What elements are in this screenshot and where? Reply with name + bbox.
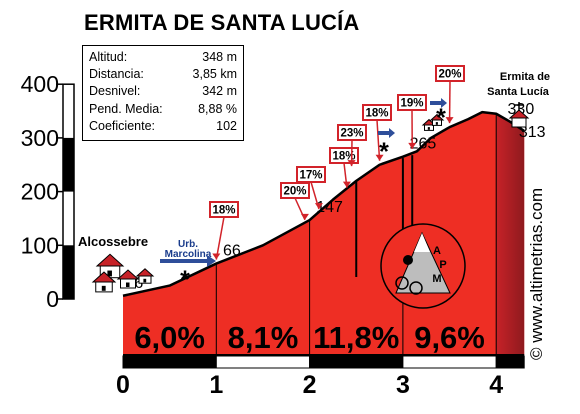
y-tick-label: 0 (46, 286, 59, 312)
house-icon (429, 113, 445, 126)
watermark-text: © www.altimetrias.com (527, 188, 546, 360)
flag-label: 20% (283, 186, 306, 198)
km-bar-band (402, 355, 497, 369)
apm-logo: APM (380, 223, 466, 309)
place-label-summit: Ermita de (500, 71, 550, 83)
house-roof (135, 268, 155, 277)
flag-arrowhead (408, 142, 417, 149)
house-icon (95, 253, 125, 279)
flag-label: 18% (365, 108, 388, 120)
gradient-flag: 17% (296, 166, 326, 210)
hermitage-icon (508, 102, 530, 128)
flag-arrowhead (347, 160, 356, 167)
altitude-label: 265 (410, 136, 437, 153)
logo-bike-wheel (409, 281, 423, 295)
y-scale-band (63, 245, 74, 299)
info-row: Distancia: 3,85 km (89, 67, 237, 82)
x-tick-label: 0 (116, 371, 130, 399)
flag-label: 18% (212, 205, 235, 217)
y-tick-label: 100 (21, 232, 59, 258)
segment-gradient-label: 8,1% (228, 320, 299, 355)
direction-arrow (378, 131, 389, 135)
flag-label: 18% (332, 151, 355, 163)
km-bar-band (495, 355, 525, 369)
house-roof (95, 253, 125, 267)
logo-bike-wheel (395, 276, 409, 290)
house-window (435, 122, 438, 125)
x-tick-label: 2 (303, 371, 317, 399)
km-bar-band (215, 355, 311, 369)
gradient-flag: 20% (280, 182, 310, 221)
house-window (126, 282, 130, 287)
flag-label: 23% (340, 128, 363, 140)
flag-arrowhead (212, 253, 221, 260)
info-row: Pend. Media: 8,88 % (89, 101, 237, 116)
flag-arrowhead (342, 181, 351, 188)
x-tick-label: 1 (209, 371, 223, 399)
altitude-label: 66 (223, 243, 241, 260)
house-window (107, 270, 112, 277)
house-window (143, 278, 147, 283)
place-label-urb: Marcolina (165, 249, 212, 260)
altitude-label: 147 (316, 199, 343, 216)
x-tick-label: 3 (396, 371, 410, 399)
place-label-summit: Santa Lucía (487, 86, 550, 98)
direction-arrow (160, 259, 208, 263)
km-bar-band (122, 355, 217, 369)
segment-gradient-label: 6,0% (134, 320, 205, 355)
direction-arrowhead (389, 128, 395, 138)
flag-arrowhead (375, 154, 384, 161)
altitude-label: 330 (508, 101, 535, 118)
info-row: Coeficiente: 102 (89, 118, 237, 133)
flag-label: 17% (299, 170, 322, 182)
page-title: ERMITA DE SANTA LUCÍA (84, 10, 360, 35)
gradient-flag: 19% (397, 94, 427, 149)
profile-summit-area (496, 113, 525, 355)
gradient-flag: 23% (337, 124, 367, 167)
flag-label: 19% (400, 98, 423, 110)
logo-rider (403, 255, 413, 265)
segment-gradient-label: 9,6% (414, 320, 485, 355)
flag-arrowhead (314, 203, 323, 210)
flag-arrowhead (300, 213, 309, 220)
house-window (427, 127, 430, 130)
gradient-flag: 18% (209, 201, 239, 260)
flag-pointer (376, 119, 381, 161)
house-icon (135, 268, 155, 284)
flag-arrowhead (445, 117, 454, 124)
house-icon (116, 269, 140, 289)
y-tick-label: 200 (21, 179, 59, 205)
flag-pointer (215, 216, 225, 260)
place-label-urb: Urb. (178, 239, 198, 250)
info-row: Desnivel: 342 m (89, 84, 237, 99)
asterisk-icon: * (436, 104, 446, 132)
altitude-label: 313 (519, 124, 546, 141)
direction-arrowhead (207, 255, 216, 267)
info-row: Altitud: 348 m (89, 50, 237, 64)
house-window (101, 285, 106, 291)
hermitage-wall (511, 117, 527, 128)
y-scale-band (63, 137, 74, 192)
logo-letter: A (433, 245, 441, 257)
direction-arrow (430, 101, 441, 105)
km-bar-band (309, 355, 404, 369)
direction-arrowhead (441, 98, 447, 108)
y-tick-label: 400 (21, 71, 59, 97)
gradient-flag: 18% (362, 104, 392, 161)
x-tick-label: 4 (489, 371, 503, 399)
info-box: Altitud: 348 m Distancia: 3,85 km Desnivel… (82, 45, 244, 141)
asterisk-icon: * (180, 266, 190, 294)
logo-letter: M (432, 273, 441, 285)
asterisk-icon: * (379, 138, 389, 166)
place-label-start: Alcossebre (78, 234, 148, 249)
logo-snow (414, 233, 430, 252)
y-tick-label: 300 (21, 125, 59, 151)
profile-area (123, 112, 525, 356)
logo-letter: P (439, 259, 446, 271)
flag-label: 20% (438, 69, 461, 81)
segment-gradient-label: 11,8% (313, 320, 399, 355)
house-icon (91, 271, 117, 293)
gradient-flag: 20% (435, 65, 465, 124)
